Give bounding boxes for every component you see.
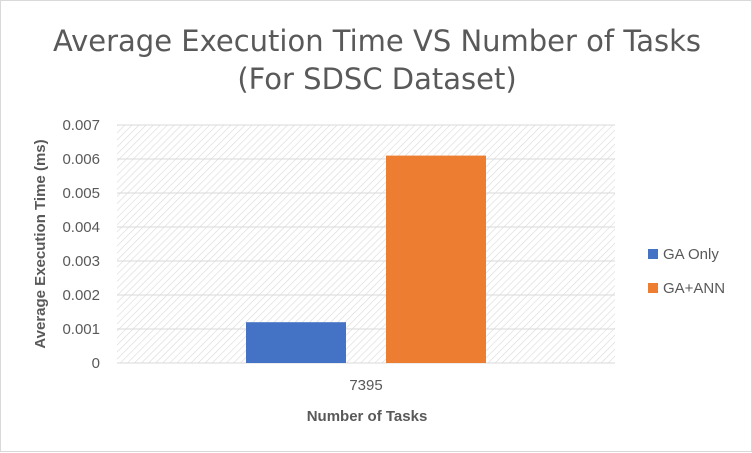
legend-swatch xyxy=(648,283,658,293)
chart-title-line-2: (For SDSC Dataset) xyxy=(237,62,516,96)
bars xyxy=(246,155,486,363)
legend-label: GA Only xyxy=(663,246,719,263)
plot-area xyxy=(117,125,615,363)
legend-swatch xyxy=(648,249,658,259)
y-tick-label: 0.003 xyxy=(62,253,100,270)
y-tick-label: 0.006 xyxy=(62,151,100,168)
y-tick-label: 0.002 xyxy=(62,287,100,304)
y-tick-label: 0.005 xyxy=(62,185,100,202)
x-axis-title: Number of Tasks xyxy=(307,408,428,425)
x-axis-ticks: 7395 xyxy=(349,377,382,394)
y-tick-label: 0.001 xyxy=(62,321,100,338)
gridlines xyxy=(117,124,615,364)
y-axis-title: Average Execution Time (ms) xyxy=(32,139,49,348)
bar-ga-ann xyxy=(386,155,486,363)
y-axis-ticks: 0 0.001 0.002 0.003 0.004 0.005 0.006 0.007 xyxy=(62,117,100,372)
y-tick-label: 0 xyxy=(92,355,100,372)
legend: GA Only GA+ANN xyxy=(648,246,725,297)
x-tick-label: 7395 xyxy=(349,377,382,394)
chart-title-line-1: Average Execution Time VS Number of Task… xyxy=(53,24,701,58)
legend-label: GA+ANN xyxy=(663,280,725,297)
bar-ga-only xyxy=(246,322,346,363)
y-tick-label: 0.007 xyxy=(62,117,100,134)
y-tick-label: 0.004 xyxy=(62,219,100,236)
